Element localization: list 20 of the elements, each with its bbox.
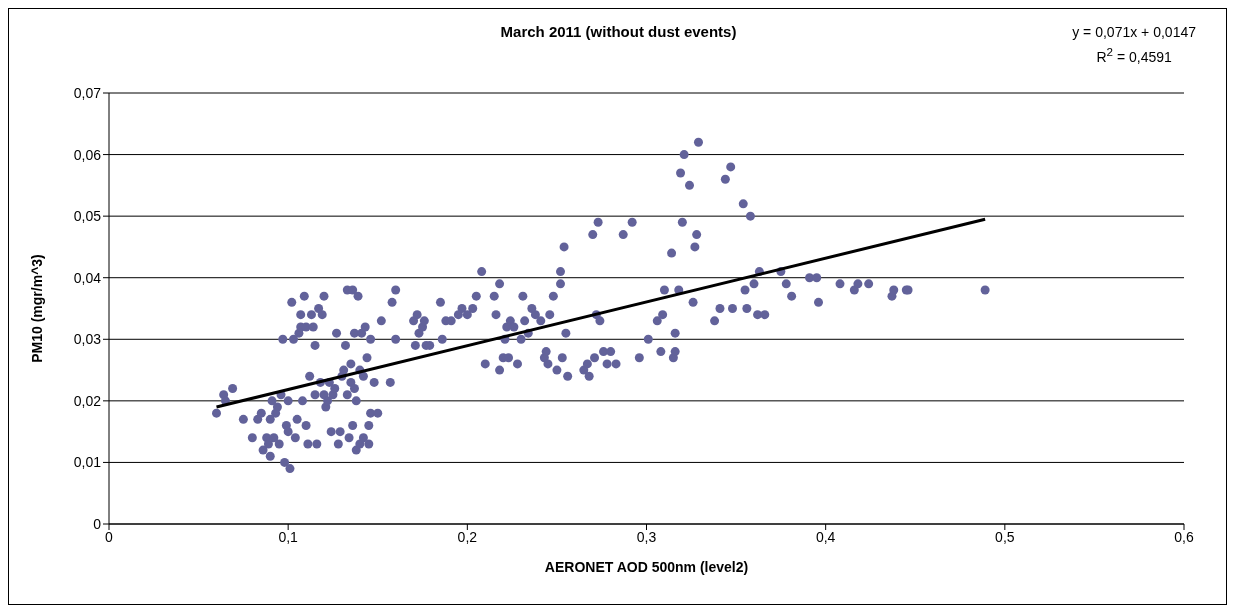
x-axis-title: AERONET AOD 500nm (level2) (544, 559, 749, 575)
y-tick-label: 0,06 (73, 146, 102, 163)
text: y = 0,071x + 0,0147 (1072, 23, 1196, 42)
y-axis-title: PM10 (mgr/m^3) (28, 254, 45, 363)
y-tick-label: 0 (93, 515, 102, 532)
x-tick-label: 0,2 (457, 528, 478, 545)
chart-title: March 2011 (without dust events) (500, 23, 737, 40)
y-tick-label: 0,01 (73, 454, 102, 471)
y-tick-label: 0,04 (73, 269, 102, 286)
x-tick-label: 0 (105, 528, 114, 545)
y-tick-label: 0,03 (73, 331, 102, 348)
text: R$^{2}$ = 0,4591 (1095, 44, 1173, 67)
y-tick-label: 0,07 (73, 84, 102, 101)
y-tick-label: 0,05 (73, 208, 102, 225)
y-tick-label: 0,02 (73, 392, 102, 409)
x-tick-label: 0,5 (995, 528, 1015, 545)
x-tick-label: 0,1 (278, 528, 299, 545)
x-tick-label: 0,3 (636, 528, 657, 545)
x-tick-label: 0,4 (815, 528, 836, 545)
x-tick-label: 0,6 (1174, 528, 1194, 545)
